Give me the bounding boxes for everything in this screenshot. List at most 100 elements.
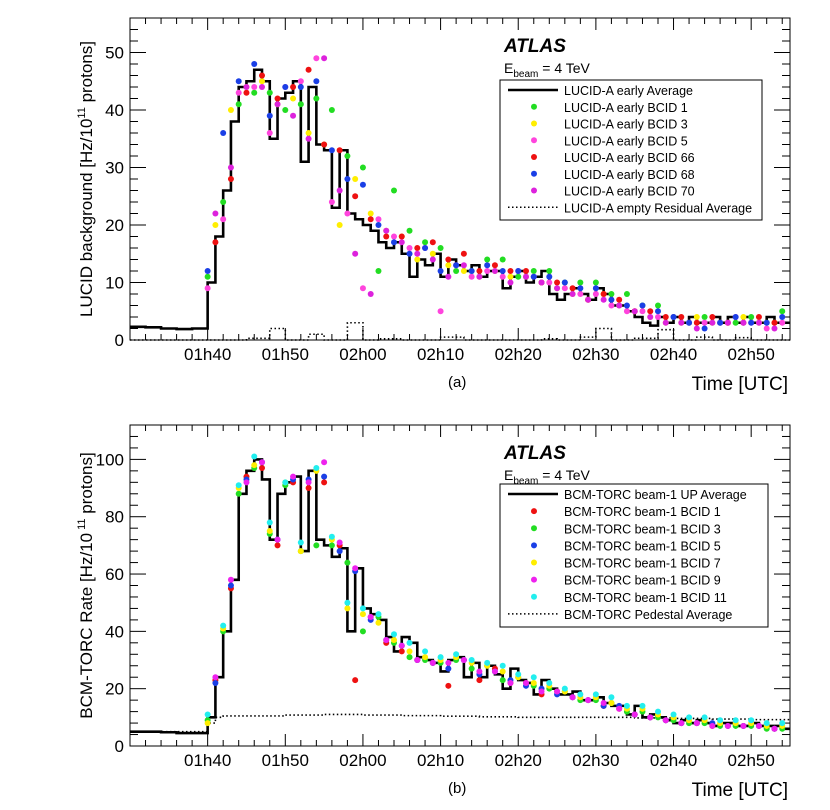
bcid-marker xyxy=(227,107,234,113)
bcid-marker xyxy=(406,245,413,251)
bcid-marker xyxy=(336,548,343,555)
bcid-marker xyxy=(422,245,429,251)
bcid-marker xyxy=(701,319,708,326)
x-tick-label: 02h00 xyxy=(339,345,386,364)
bcid-marker xyxy=(600,700,607,707)
bcid-marker xyxy=(732,314,739,320)
bcid-marker xyxy=(398,642,405,649)
bcid-marker xyxy=(491,268,498,274)
bcid-marker xyxy=(344,605,351,612)
y-tick-label: 0 xyxy=(115,331,124,350)
bcid-marker xyxy=(670,711,677,718)
bcid-marker xyxy=(313,55,320,62)
bcid-marker xyxy=(367,291,374,297)
bcid-series xyxy=(212,55,778,332)
bcid-marker xyxy=(491,262,498,269)
legend-sample-marker xyxy=(531,154,537,160)
bcid-marker xyxy=(507,679,514,686)
bcid-marker xyxy=(297,84,304,90)
bcid-marker xyxy=(771,325,778,332)
bcid-marker xyxy=(662,319,669,326)
bcid-marker xyxy=(460,262,467,269)
bcid-marker xyxy=(359,628,366,635)
bcid-marker xyxy=(608,291,615,297)
bcid-marker xyxy=(686,714,693,721)
bcid-marker xyxy=(476,668,483,675)
legend-sample-marker xyxy=(531,103,537,110)
bcid-marker xyxy=(468,665,475,672)
x-tick-label: 02h40 xyxy=(650,345,697,364)
bcid-marker xyxy=(662,717,669,724)
bcid-marker xyxy=(274,101,281,108)
bcid-series xyxy=(204,61,786,332)
bcid-marker xyxy=(359,605,366,612)
bcid-marker xyxy=(515,671,522,678)
bcid-marker xyxy=(655,708,661,715)
bcid-marker xyxy=(422,654,429,661)
bcid-marker xyxy=(212,210,219,217)
bcid-marker xyxy=(297,78,304,85)
y-tick-label: 60 xyxy=(105,565,124,584)
bcid-marker xyxy=(321,459,328,466)
bcid-marker xyxy=(507,268,514,274)
bcid-marker xyxy=(701,314,708,320)
bcid-marker xyxy=(755,314,762,320)
bcid-marker xyxy=(530,674,537,681)
x-axis-title: Time [UTC] xyxy=(692,374,788,395)
bcid-marker xyxy=(608,694,615,701)
bcid-marker xyxy=(460,268,467,274)
bcid-marker xyxy=(344,176,351,182)
bcid-marker xyxy=(476,677,483,684)
bcid-marker xyxy=(608,700,615,707)
bcid-marker xyxy=(763,319,770,326)
bcid-marker xyxy=(585,296,592,303)
legend-box xyxy=(499,483,769,628)
legend-label: LUCID-A early BCID 3 xyxy=(564,118,688,132)
legend-sample-marker xyxy=(531,170,537,177)
bcid-marker xyxy=(709,722,716,729)
bcid-marker xyxy=(748,717,755,724)
bcid-marker xyxy=(235,101,242,108)
bcid-marker xyxy=(468,657,475,664)
bcid-marker xyxy=(290,95,297,102)
y-axis-title: LUCID background [Hz/1011 protons] xyxy=(76,41,96,317)
bcid-marker xyxy=(321,473,328,480)
bcid-marker xyxy=(484,659,491,666)
y-tick-label: 20 xyxy=(105,680,124,699)
bcid-marker xyxy=(569,694,576,701)
bcid-marker xyxy=(344,210,351,217)
bcid-marker xyxy=(297,101,304,108)
bcid-marker xyxy=(755,722,762,729)
legend-label: LUCID-A early BCID 70 xyxy=(564,185,695,199)
bcid-marker xyxy=(204,711,211,718)
bcid-marker xyxy=(592,279,599,286)
bcid-marker xyxy=(375,611,382,618)
bcid-marker xyxy=(554,285,561,292)
bcid-marker xyxy=(227,576,234,583)
bcid-marker xyxy=(274,95,281,102)
bcid-marker xyxy=(328,533,335,540)
bcid-marker xyxy=(468,268,475,274)
x-tick-label: 01h50 xyxy=(262,751,309,770)
panel-b-caption: (b) xyxy=(448,780,467,797)
y-tick-label: 40 xyxy=(105,622,124,641)
bcid-marker xyxy=(414,250,421,257)
bcid-marker xyxy=(235,482,242,489)
legend-label: LUCID-A early Average xyxy=(564,84,693,98)
legend-label: BCM-TORC beam-1 BCID 1 xyxy=(564,505,721,519)
bcid-marker xyxy=(414,245,421,251)
bcid-marker xyxy=(523,268,529,274)
bcid-marker xyxy=(779,319,786,326)
legend-sample-marker xyxy=(531,559,537,566)
bcid-marker xyxy=(507,273,514,280)
legend-sample-marker xyxy=(531,508,537,515)
bcid-marker xyxy=(266,528,273,535)
bcid-marker xyxy=(717,717,724,724)
bcid-marker xyxy=(344,559,351,566)
bcid-marker xyxy=(266,89,273,96)
bcid-marker xyxy=(655,302,661,309)
energy-label: Ebeam = 4 TeV xyxy=(504,467,591,487)
y-axis-title: BCM-TORC Rate [Hz/10 11 protons] xyxy=(76,452,96,718)
bcid-marker xyxy=(391,631,397,638)
